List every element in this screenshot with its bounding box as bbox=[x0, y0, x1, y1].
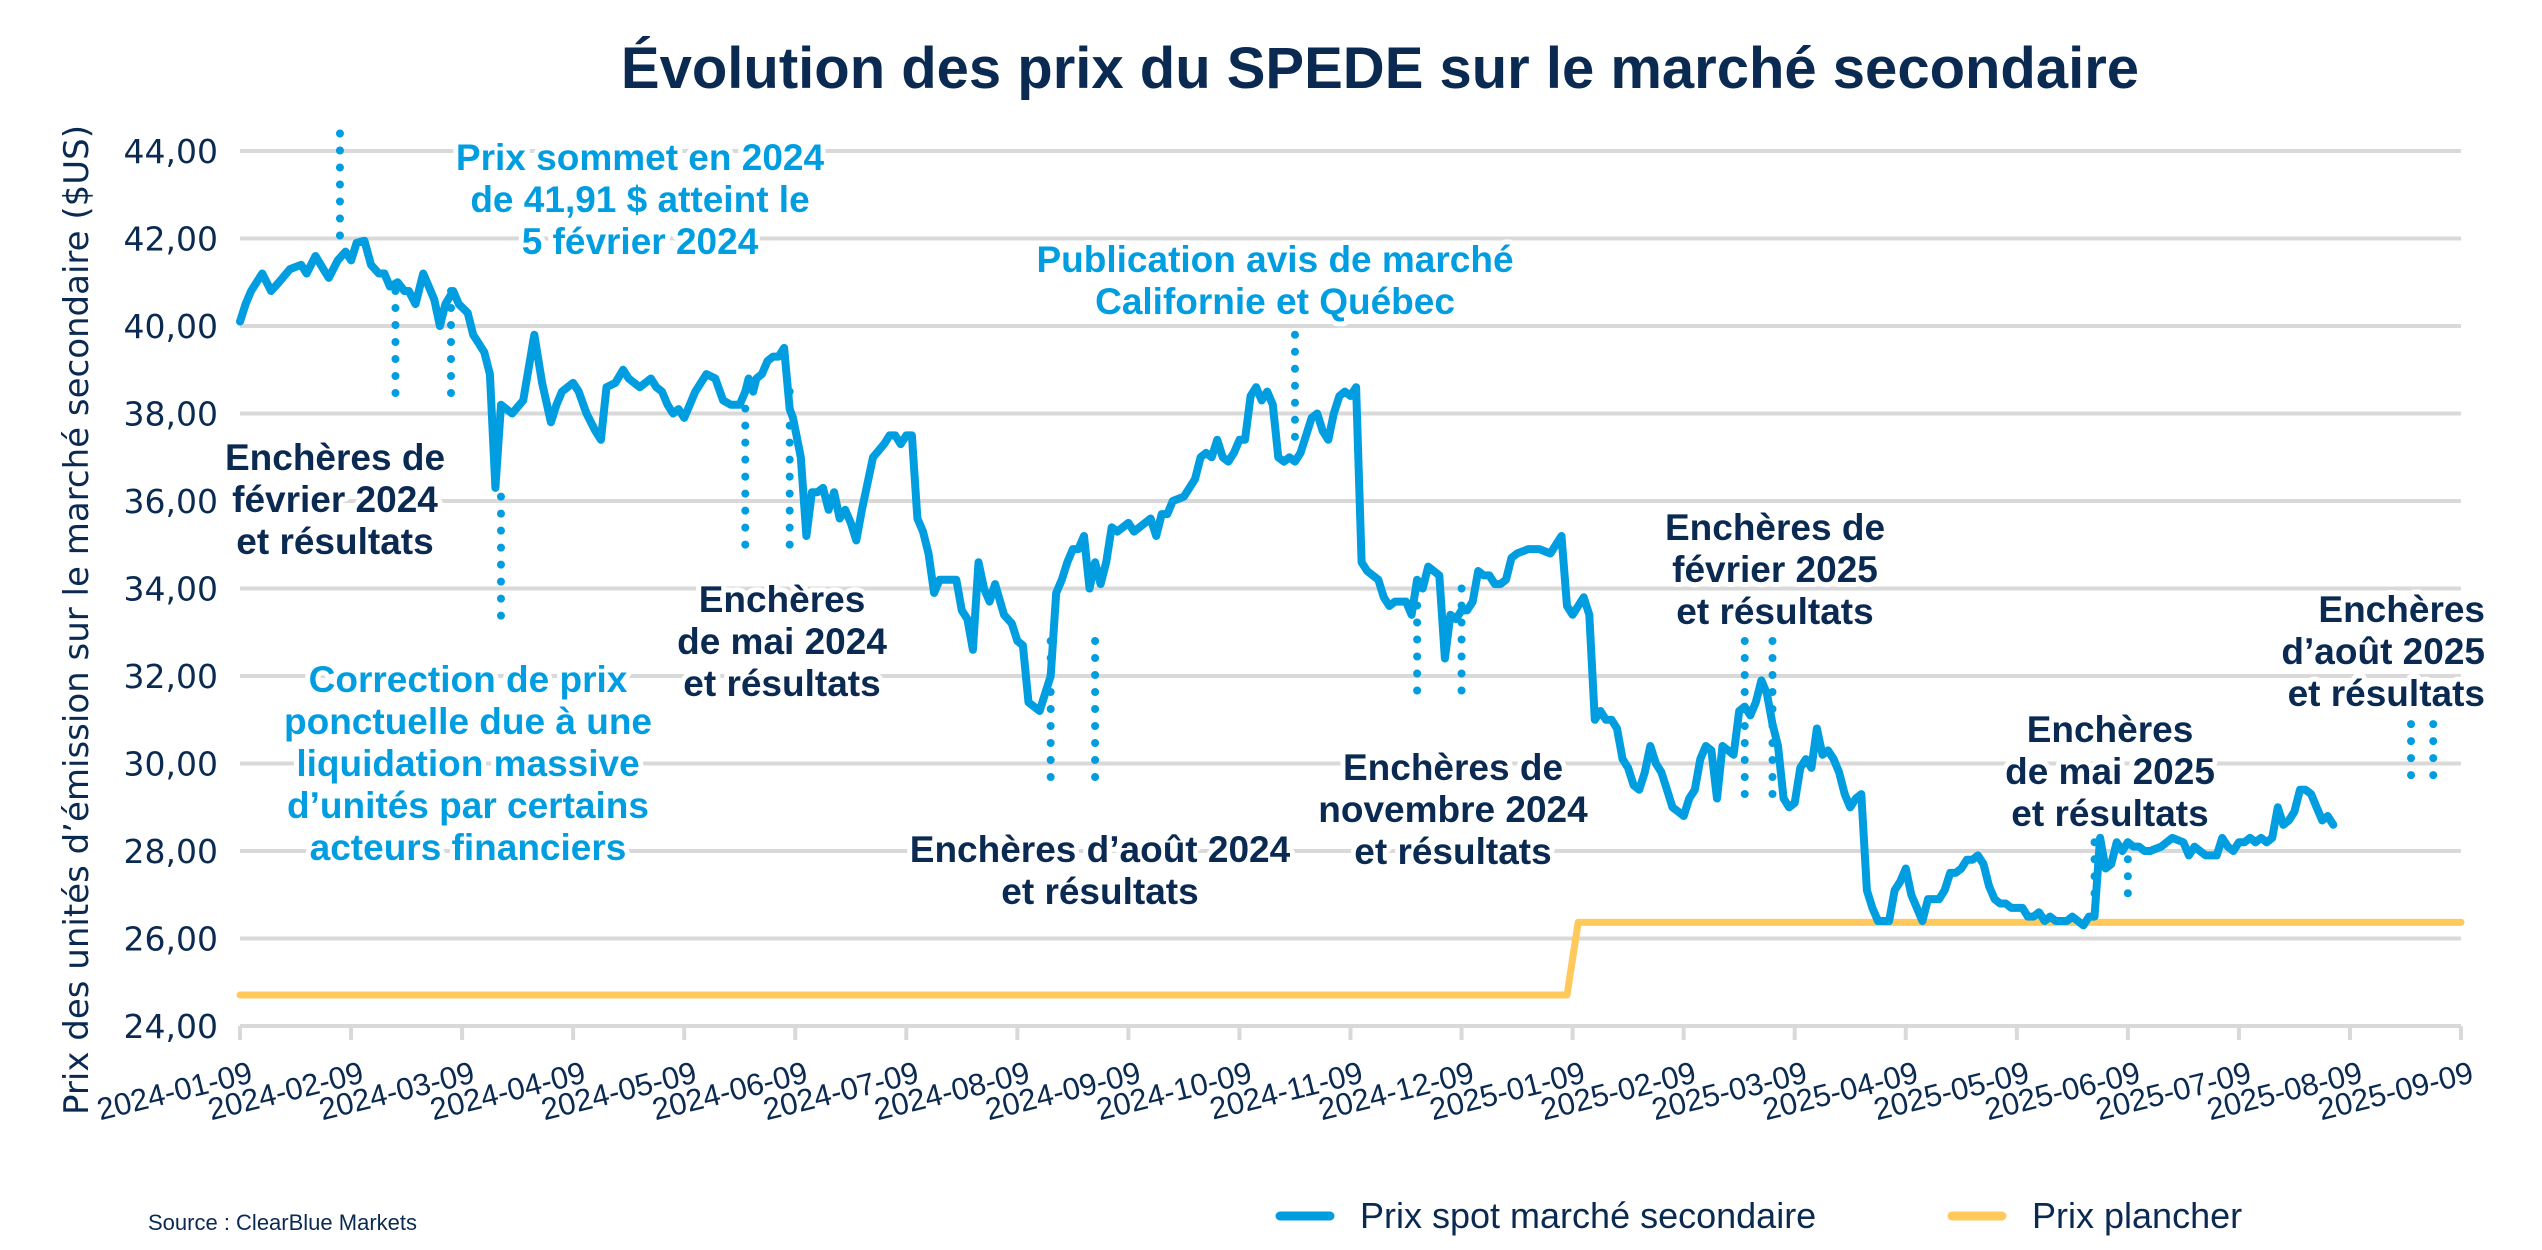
y-tick-label: 32,00 bbox=[124, 657, 218, 696]
annotation-markers bbox=[335, 129, 2438, 904]
legend-label-spot: Prix spot marché secondaire bbox=[1360, 1195, 1816, 1236]
floor-price-line bbox=[236, 918, 2465, 999]
annotation-text-line: Publication avis de marché bbox=[1036, 239, 1513, 280]
y-tick-label: 30,00 bbox=[124, 745, 218, 784]
annotation-text-line: février 2024 bbox=[232, 479, 438, 520]
annotation-text-line: Correction de prix bbox=[309, 659, 628, 700]
annotation-text-line: et résultats bbox=[1676, 591, 1873, 632]
annotation-text-line: Prix sommet en 2024 bbox=[456, 137, 825, 178]
legend: Prix spot marché secondaire Prix planche… bbox=[1275, 1195, 2242, 1236]
spot-price-series bbox=[236, 236, 2338, 930]
y-tick-label: 28,00 bbox=[124, 832, 218, 871]
annotation-text-line: 5 février 2024 bbox=[522, 221, 759, 262]
y-tick-label: 24,00 bbox=[124, 1007, 218, 1046]
annotation-text-line: de 41,91 $ atteint le bbox=[470, 179, 809, 220]
y-tick-label: 44,00 bbox=[124, 132, 218, 171]
annotation-text-line: de mai 2025 bbox=[2005, 751, 2215, 792]
annotation-text-line: de mai 2024 bbox=[677, 621, 887, 662]
annotation-text-line: et résultats bbox=[1001, 871, 1198, 912]
annotation-text-line: Enchères de bbox=[1343, 747, 1563, 788]
y-tick-label: 40,00 bbox=[124, 307, 218, 346]
annotation-text-line: novembre 2024 bbox=[1318, 789, 1588, 830]
annotation-text-line: d’août 2025 bbox=[2281, 631, 2485, 672]
y-tick-label: 36,00 bbox=[124, 482, 218, 521]
y-tick-labels: 24,00 26,00 28,00 30,00 32,00 34,00 36,00 38,00… bbox=[124, 132, 218, 1046]
annotation-text-line: Enchères bbox=[699, 579, 866, 620]
annotation-text-line: liquidation massive bbox=[296, 743, 639, 784]
annotation-text-line: Enchères d’août 2024 bbox=[910, 829, 1291, 870]
floor-price-series bbox=[236, 918, 2465, 999]
annotation-text-line: Enchères de bbox=[1665, 507, 1885, 548]
annotation-text-line: et résultats bbox=[1354, 831, 1551, 872]
chart-title: Évolution des prix du SPEDE sur le march… bbox=[621, 36, 2139, 101]
annotation-text-line: et résultats bbox=[2288, 673, 2485, 714]
legend-label-floor: Prix plancher bbox=[2032, 1195, 2242, 1236]
annotation-text-line: février 2025 bbox=[1672, 549, 1878, 590]
y-tick-label: 42,00 bbox=[124, 220, 218, 259]
annotation-text-line: et résultats bbox=[2011, 793, 2208, 834]
annotation-text-line: ponctuelle due à une bbox=[284, 701, 652, 742]
annotation-text-line: et résultats bbox=[236, 521, 433, 562]
x-axis: 2024-01-092024-02-092024-03-092024-04-09… bbox=[93, 1026, 2477, 1127]
gridlines bbox=[240, 149, 2461, 1028]
annotation-text-line: Enchères bbox=[2027, 709, 2194, 750]
annotation-text-line: acteurs financiers bbox=[310, 827, 627, 868]
y-tick-label: 26,00 bbox=[124, 920, 218, 959]
y-tick-label: 34,00 bbox=[124, 570, 218, 609]
annotation-text-line: Enchères de bbox=[225, 437, 445, 478]
spot-price-line bbox=[236, 236, 2338, 930]
y-tick-label: 38,00 bbox=[124, 395, 218, 434]
annotation-text-line: Enchères bbox=[2318, 589, 2485, 630]
annotation-text-line: et résultats bbox=[683, 663, 880, 704]
annotation-text-line: Californie et Québec bbox=[1095, 281, 1455, 322]
source-note: Source : ClearBlue Markets bbox=[148, 1210, 417, 1235]
y-axis-label: Prix des unités d’émission sur le marché… bbox=[57, 125, 97, 1115]
annotation-text-line: d’unités par certains bbox=[287, 785, 649, 826]
